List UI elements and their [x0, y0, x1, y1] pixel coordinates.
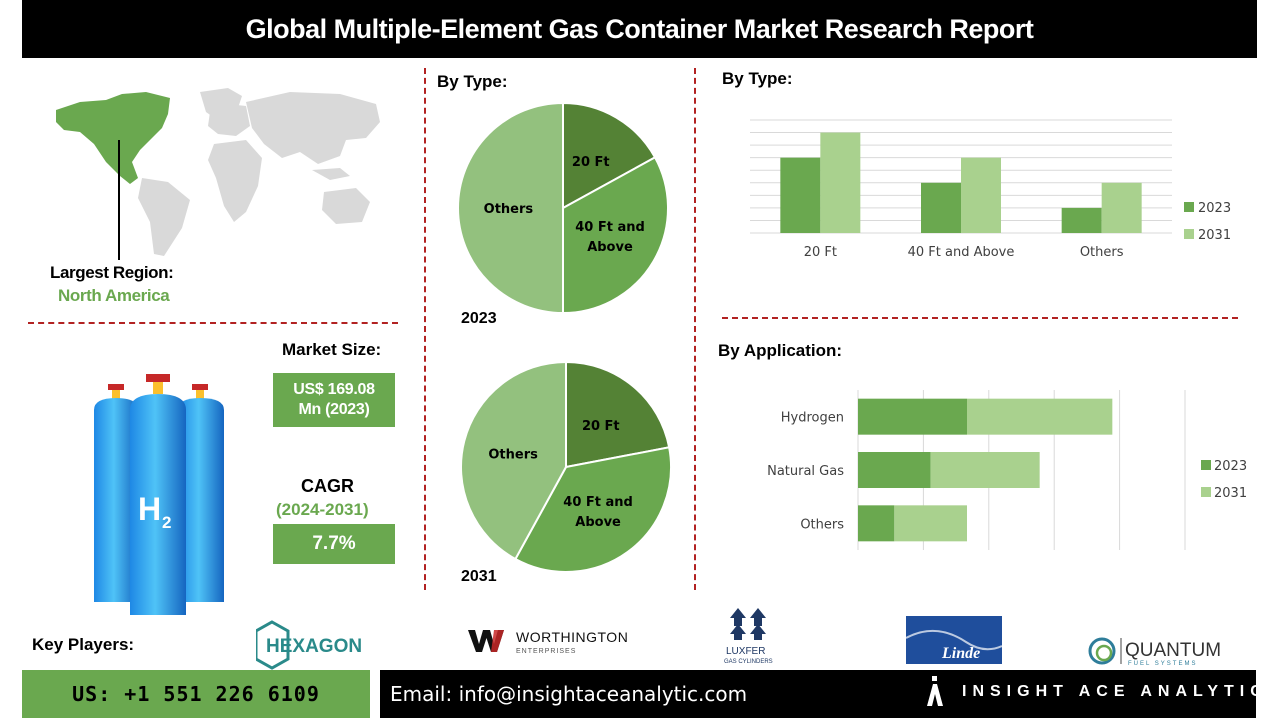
- pie-year-2031: 2031: [461, 568, 497, 585]
- hbar-hydrogen-2023: [858, 398, 967, 435]
- pie-chart-2023: 20 Ft 40 Ft and Above Others: [457, 101, 669, 315]
- hbar-hydrogen-2031: [967, 398, 1113, 435]
- hbar-natural-gas-2031: [930, 452, 1040, 488]
- bar-20-ft-2023: [780, 157, 821, 233]
- hbar-others-2023: [858, 505, 895, 542]
- pie-label-20-ft: 20 Ft: [582, 419, 620, 434]
- insight-ace-logo-icon: [927, 676, 943, 706]
- cagr-value: 7.7%: [312, 533, 356, 554]
- region-pointer-line: [118, 140, 120, 260]
- luxfer-logo: LUXFER GAS CYLINDERS: [724, 608, 773, 665]
- linde-logo: Linde: [906, 616, 1002, 664]
- hbar-category-label: Natural Gas: [767, 464, 844, 479]
- worthington-logo-text: WORTHINGTON: [516, 629, 628, 645]
- largest-region-label: Largest Region:: [50, 263, 174, 282]
- hbar-category-label: Hydrogen: [781, 411, 844, 426]
- pie-section-title: By Type:: [437, 72, 508, 91]
- pie-label-others: Others: [484, 202, 534, 217]
- quantum-logo-text: QUANTUM: [1125, 640, 1221, 661]
- largest-region-value: North America: [58, 286, 170, 305]
- cylinder-left: [94, 384, 138, 602]
- cylinder-subscript-label: 2: [162, 513, 171, 532]
- quantum-logo: QUANTUM FUEL SYSTEMS: [1088, 637, 1221, 667]
- pie-slice-40-ft-and-above: [514, 446, 672, 573]
- north-america-shape: [56, 92, 170, 184]
- bar-others-2023: [1061, 207, 1102, 233]
- center-left-divider: [424, 68, 426, 590]
- pie-slice-20-ft: [562, 101, 657, 210]
- europe-shape: [208, 104, 250, 136]
- bar-category-label: 40 Ft and Above: [908, 245, 1015, 260]
- pie-label-40-ft-and-above: 40 Ft and Above: [575, 220, 645, 255]
- pie-slice-40-ft-and-above: [562, 156, 669, 315]
- cylinder-h-label: H: [138, 491, 161, 527]
- bar-category-label: 20 Ft: [804, 245, 837, 260]
- hexagon-logo-text: HEXAGON: [266, 636, 362, 657]
- bar-40-ft-and-above-2023: [921, 182, 961, 233]
- hbar-legend-label-2031: 2031: [1214, 486, 1247, 501]
- south-america-shape: [138, 178, 190, 256]
- brand-name: INSIGHT ACE ANALYTIC: [962, 683, 1268, 700]
- hexagon-logo: HEXAGON: [256, 620, 362, 670]
- bar-20-ft-2031: [820, 132, 861, 233]
- hbar-legend-swatch-2023: [1201, 460, 1211, 470]
- hbar-legend-label-2023: 2023: [1214, 459, 1247, 474]
- worthington-logo-subtext: ENTERPRISES: [516, 648, 576, 655]
- pie-slice-20-ft: [565, 360, 671, 469]
- hbar-natural-gas-2023: [858, 452, 931, 488]
- bar-category-label: Others: [1080, 245, 1124, 260]
- hydrogen-cylinders-illustration: H 2: [94, 374, 224, 615]
- hbar-legend-swatch-2031: [1201, 487, 1211, 497]
- cagr-box: 7.7%: [273, 524, 395, 564]
- right-divider: [722, 317, 1238, 319]
- market-size-label: Market Size:: [282, 340, 382, 359]
- bar-others-2031: [1101, 182, 1142, 233]
- bar-section-title: By Type:: [722, 69, 793, 88]
- bar-legend-label-2031: 2031: [1198, 228, 1231, 243]
- pie-label-20-ft: 20 Ft: [572, 155, 610, 170]
- indonesia-shape: [312, 168, 350, 180]
- cylinder-center: H 2: [130, 374, 186, 615]
- luxfer-logo-text: LUXFER: [726, 646, 765, 657]
- report-title: Global Multiple-Element Gas Container Ma…: [245, 13, 1034, 44]
- hbar-category-label: Others: [800, 517, 844, 532]
- cylinder-right: [178, 384, 224, 602]
- hbar-section-title: By Application:: [718, 341, 843, 360]
- pie-label-40-ft-and-above: 40 Ft and Above: [563, 495, 633, 530]
- market-size-box: US$ 169.08 Mn (2023): [273, 373, 395, 427]
- center-right-divider: [694, 68, 696, 590]
- asia-shape: [246, 92, 380, 164]
- pie-label-others: Others: [488, 447, 538, 462]
- bar-legend-swatch-2031: [1184, 229, 1194, 239]
- world-map: [56, 88, 380, 256]
- pie-chart-2031: 20 Ft 40 Ft and Above Others: [460, 360, 672, 573]
- pie-slice-others: [457, 101, 564, 315]
- type-bar-chart: 20 Ft 40 Ft and Above Others 2023 2031: [750, 119, 1231, 260]
- left-divider: [28, 322, 398, 324]
- market-size-value-line2: Mn (2023): [298, 401, 370, 418]
- hbar-others-2031: [894, 505, 967, 542]
- africa-shape: [208, 140, 262, 222]
- cagr-label: CAGR: [301, 476, 354, 496]
- australia-shape: [322, 188, 370, 224]
- footer-phone[interactable]: US: +1 551 226 6109: [22, 670, 370, 718]
- cagr-period: (2024-2031): [276, 500, 369, 519]
- pie-year-2023: 2023: [461, 310, 497, 327]
- luxfer-logo-subtext: GAS CYLINDERS: [724, 659, 773, 665]
- application-bar-chart: Hydrogen Natural Gas Others 2023 2031: [767, 390, 1247, 550]
- market-size-value-line1: US$ 169.08: [293, 381, 375, 398]
- footer-bar: [380, 670, 1256, 718]
- pie-slice-others: [460, 360, 567, 561]
- linde-logo-text: Linde: [941, 645, 980, 662]
- quantum-logo-subtext: FUEL SYSTEMS: [1128, 661, 1197, 667]
- key-players-label: Key Players:: [32, 635, 135, 654]
- header-banner: Global Multiple-Element Gas Container Ma…: [22, 0, 1257, 58]
- worthington-logo: WORTHINGTON ENTERPRISES: [468, 629, 628, 655]
- bar-legend-label-2023: 2023: [1198, 201, 1231, 216]
- bar-legend-swatch-2023: [1184, 202, 1194, 212]
- footer-email[interactable]: Email: info@insightaceanalytic.com: [390, 682, 748, 706]
- bar-40-ft-and-above-2031: [961, 157, 1001, 233]
